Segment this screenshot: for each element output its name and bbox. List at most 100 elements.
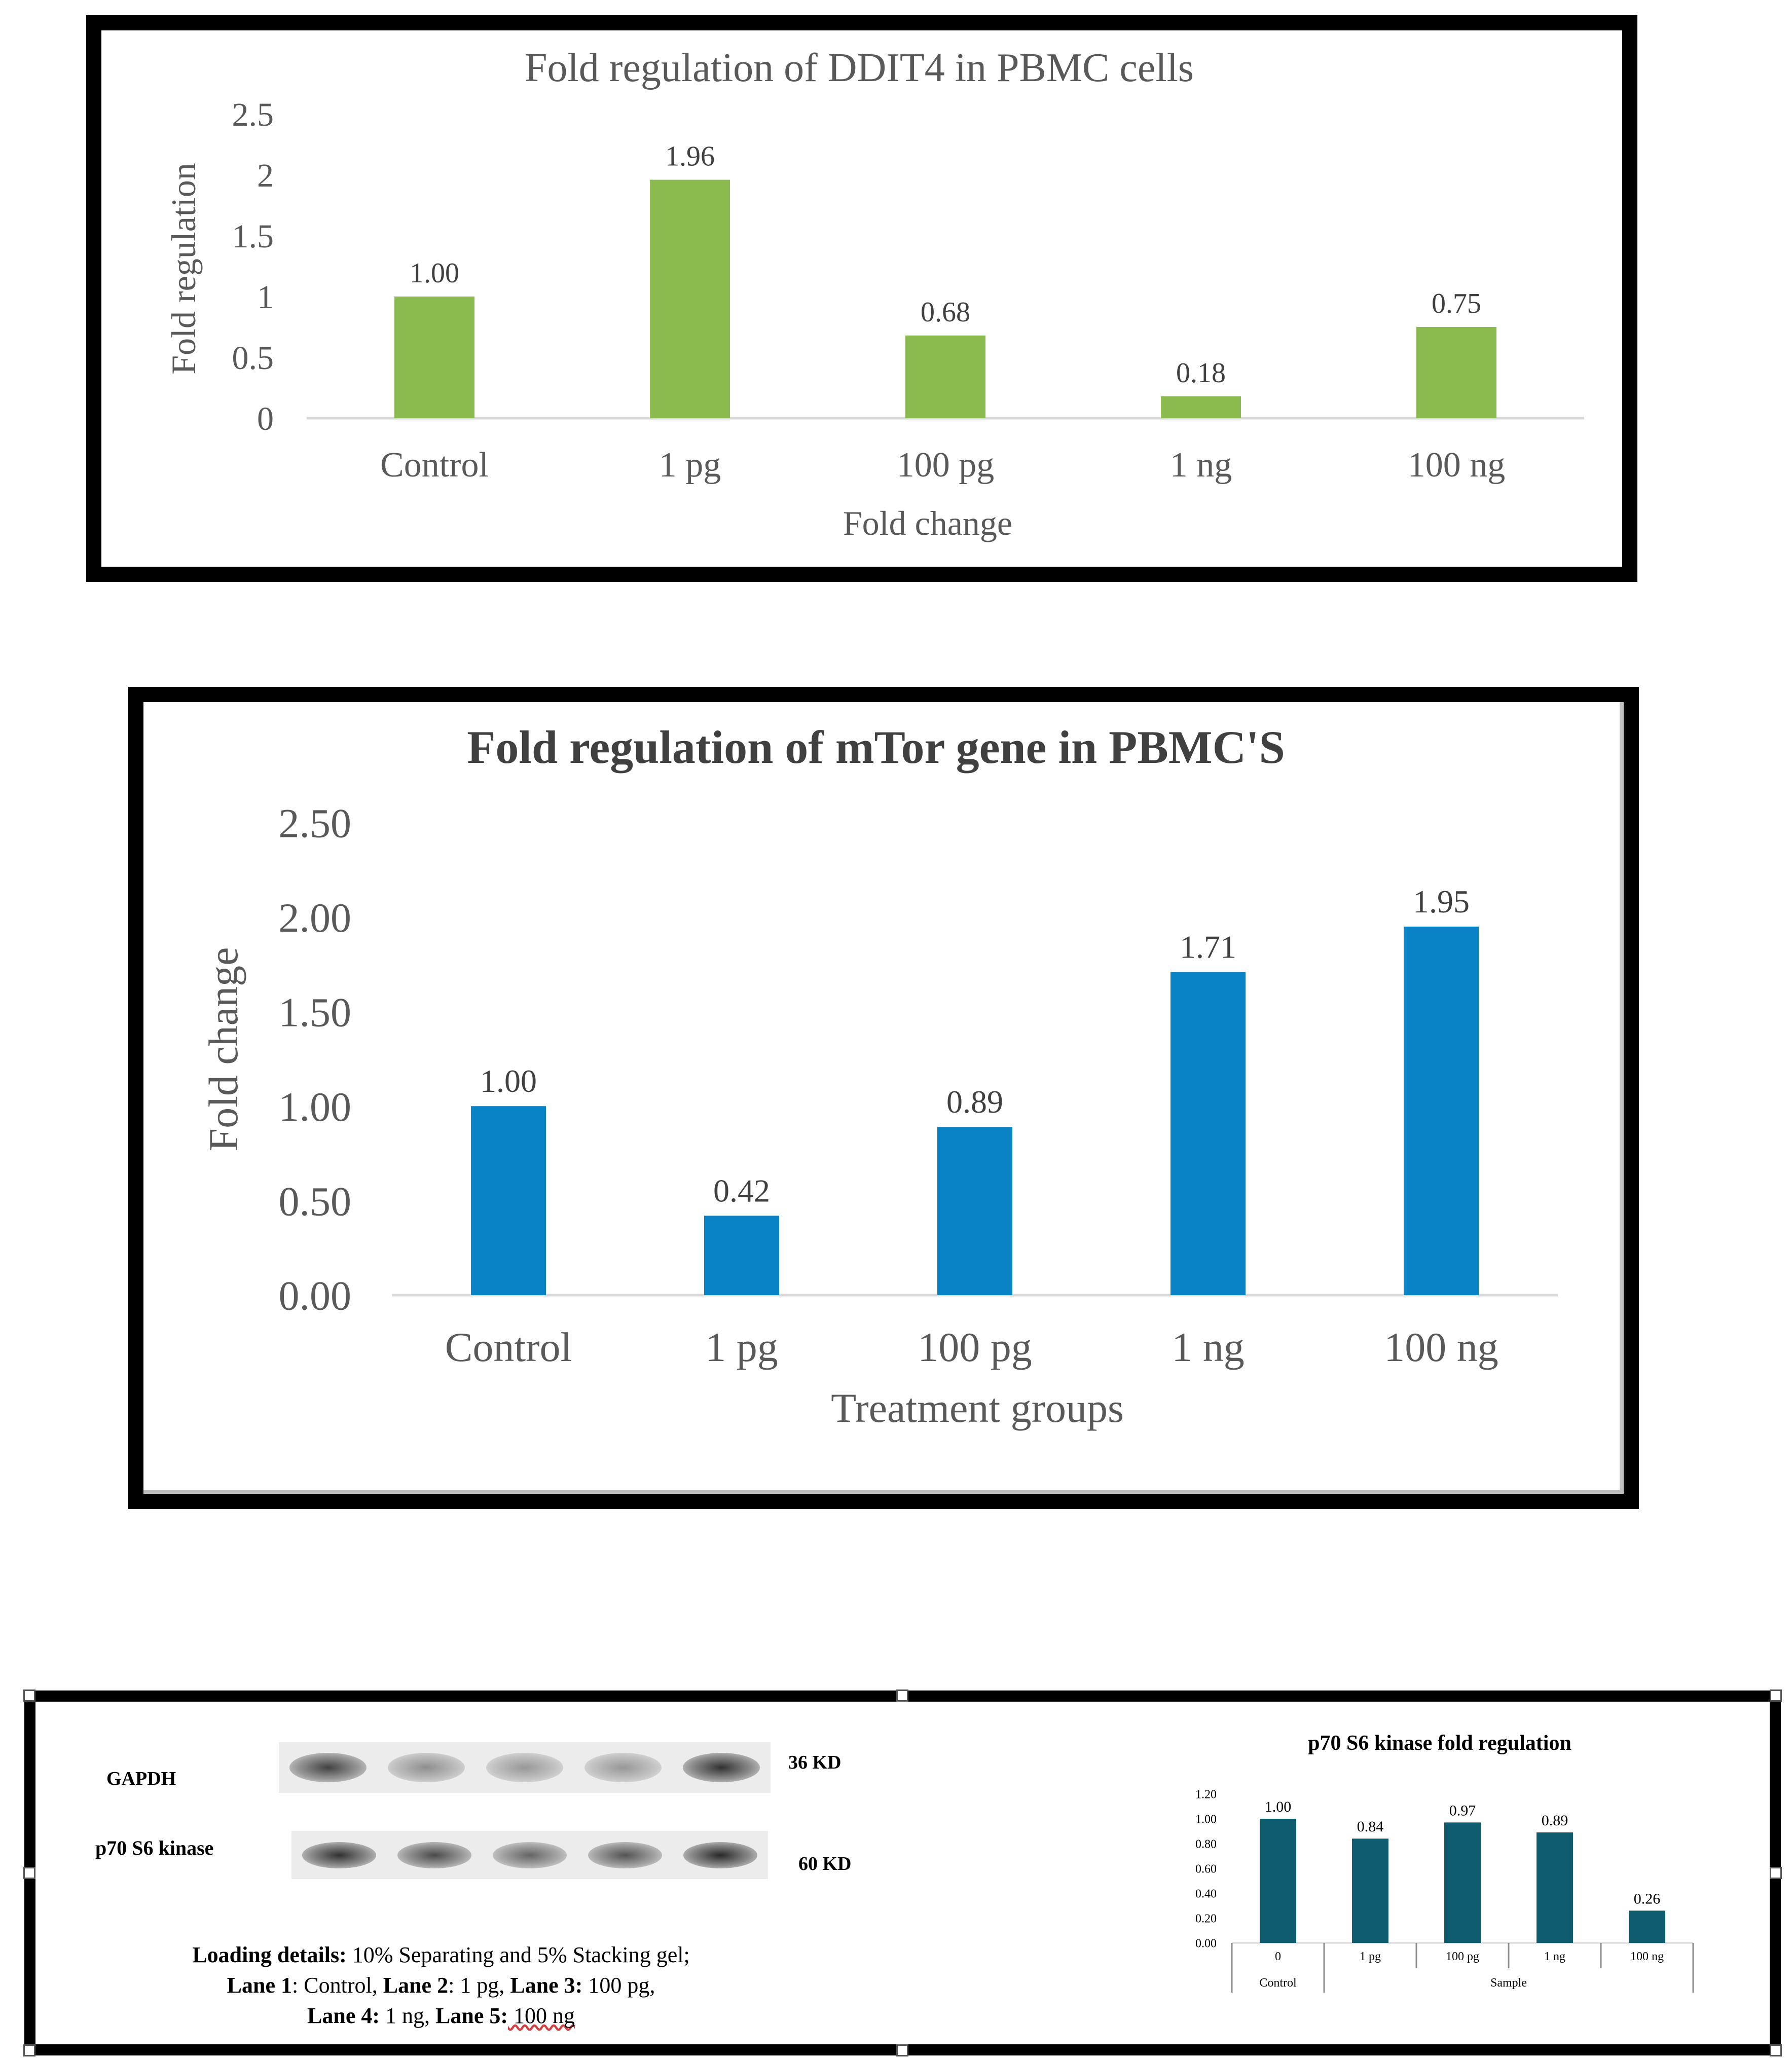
x-tick-label: 100 ng xyxy=(1384,1324,1498,1370)
bar xyxy=(471,1106,546,1295)
x-tick-label: 1 pg xyxy=(1360,1950,1381,1963)
blot-band xyxy=(486,1753,563,1782)
group-label-sample: Sample xyxy=(1490,1976,1527,1990)
x-tick-label: 100 ng xyxy=(1630,1950,1664,1963)
loading-line-1: Loading details: 10% Separating and 5% S… xyxy=(86,1940,796,1970)
resize-handle-bottom-center[interactable] xyxy=(896,2044,908,2056)
data-label: 0.97 xyxy=(1449,1802,1476,1819)
lane5-text: 100 ng xyxy=(508,2003,575,2028)
loading-line-2: Lane 1: Control, Lane 2: 1 pg, Lane 3: 1… xyxy=(86,1970,796,2001)
x-tick-label: 1 pg xyxy=(659,446,721,485)
resize-handle-top-left[interactable] xyxy=(23,1689,35,1702)
resize-handle-top-center[interactable] xyxy=(896,1689,908,1702)
data-label: 0.75 xyxy=(1432,288,1481,319)
data-label: 1.00 xyxy=(480,1063,537,1099)
group-label-control: Control xyxy=(1259,1976,1297,1990)
data-label: 0.42 xyxy=(713,1172,770,1208)
data-label: 0.26 xyxy=(1634,1890,1661,1907)
blot-band xyxy=(397,1842,472,1868)
x-tick-label: 100 ng xyxy=(1408,446,1506,485)
y-axis-label: Fold regulation xyxy=(164,163,203,374)
lane3-label: Lane 3: xyxy=(510,1973,583,1998)
blot-band xyxy=(302,1842,377,1868)
data-label: 1.00 xyxy=(410,258,459,289)
ddit4-chart: Fold regulation of DDIT4 in PBMC cells 0 0… xyxy=(164,46,1584,542)
bar xyxy=(1537,1832,1573,1943)
blot-band xyxy=(388,1753,465,1782)
x-tick-label: 100 pg xyxy=(918,1324,1032,1370)
bar xyxy=(650,179,730,418)
x-tick-label: 100 pg xyxy=(897,446,995,485)
loading-details-text: 10% Separating and 5% Stacking gel; xyxy=(346,1942,690,1967)
x-tick-label: 1 ng xyxy=(1172,1324,1245,1370)
data-label: 1.95 xyxy=(1413,884,1470,920)
y-tick-label: 1.20 xyxy=(1195,1788,1217,1801)
x-tick-label: 0 xyxy=(1275,1950,1281,1963)
y-tick-label: 0.50 xyxy=(279,1178,352,1224)
y-tick-label: 1.50 xyxy=(279,989,352,1036)
mtor-chart: Fold regulation of mTor gene in PBMC'S 0.… xyxy=(200,721,1558,1431)
lane3-text: 100 pg, xyxy=(582,1973,655,1998)
lane5-label: Lane 5: xyxy=(435,2003,508,2028)
blot-band xyxy=(584,1753,662,1782)
data-label: 0.68 xyxy=(921,297,970,328)
y-tick-label: 0.00 xyxy=(279,1273,352,1319)
y-tick-label: 0.60 xyxy=(1195,1862,1217,1876)
bar xyxy=(905,335,985,418)
y-tick-label: 1 xyxy=(257,279,274,316)
blot-band xyxy=(683,1842,758,1868)
data-label: 0.84 xyxy=(1357,1818,1384,1835)
lane1-text: : Control, xyxy=(292,1973,383,1998)
y-tick-label: 0.5 xyxy=(232,340,274,377)
y-tick-label: 0.00 xyxy=(1195,1937,1217,1950)
chart-title: Fold regulation of mTor gene in PBMC'S xyxy=(467,721,1285,773)
chart-title: Fold regulation of DDIT4 in PBMC cells xyxy=(525,46,1194,90)
x-axis-label: Treatment groups xyxy=(831,1385,1124,1431)
chart-title: p70 S6 kinase fold regulation xyxy=(1308,1732,1571,1755)
y-tick-label: 0.40 xyxy=(1195,1887,1217,1900)
x-tick-label: 1 pg xyxy=(705,1324,778,1370)
bar xyxy=(1352,1839,1388,1943)
x-tick-label: 1 ng xyxy=(1544,1950,1565,1963)
y-tick-label: 1.00 xyxy=(279,1084,352,1130)
mtor-chart-panel: Fold regulation of mTor gene in PBMC'S 0.… xyxy=(128,687,1639,1509)
p70-size: 60 KD xyxy=(798,1853,852,1875)
x-tick-label: 100 pg xyxy=(1446,1950,1479,1963)
resize-handle-middle-left[interactable] xyxy=(23,1867,35,1879)
y-tick-label: 0 xyxy=(257,400,274,437)
bar xyxy=(394,297,474,418)
y-tick-label: 2.5 xyxy=(232,96,274,133)
data-label: 1.00 xyxy=(1265,1798,1292,1815)
y-axis-label: Fold change xyxy=(200,947,246,1151)
x-tick-label: 1 ng xyxy=(1170,446,1232,485)
resize-handle-bottom-right[interactable] xyxy=(1770,2044,1782,2056)
blot-band xyxy=(588,1842,663,1868)
resize-handle-top-right[interactable] xyxy=(1770,1689,1782,1702)
blot-band xyxy=(289,1753,367,1782)
x-axis-label: Fold change xyxy=(843,504,1012,542)
bar xyxy=(1260,1819,1296,1943)
resize-handle-bottom-left[interactable] xyxy=(23,2044,35,2056)
lane4-label: Lane 4: xyxy=(307,2003,380,2028)
data-label: 1.96 xyxy=(665,141,715,172)
blot-band xyxy=(492,1842,567,1868)
bar xyxy=(1416,327,1496,418)
lane2-label: Lane 2 xyxy=(383,1973,449,1998)
data-label: 1.71 xyxy=(1180,929,1236,965)
gapdh-size: 36 KD xyxy=(788,1752,842,1773)
loading-line-3: Lane 4: 1 ng, Lane 5: 100 ng xyxy=(86,2001,796,2031)
data-label: 0.89 xyxy=(946,1084,1003,1120)
bar xyxy=(1404,927,1479,1295)
resize-handle-middle-right[interactable] xyxy=(1770,1867,1782,1879)
y-tick-label: 2 xyxy=(257,157,274,194)
y-tick-label: 0.20 xyxy=(1195,1912,1217,1925)
bar xyxy=(937,1127,1012,1295)
bar xyxy=(1161,396,1241,418)
gapdh-blot-strip xyxy=(279,1742,771,1793)
p70-blot-strip xyxy=(291,1831,768,1879)
y-tick-label: 1.5 xyxy=(232,218,274,255)
loading-details-heading: Loading details: xyxy=(192,1942,347,1967)
lane2-text: : 1 pg, xyxy=(448,1973,510,1998)
x-tick-label: Control xyxy=(380,446,489,485)
y-tick-label: 2.50 xyxy=(279,800,352,847)
